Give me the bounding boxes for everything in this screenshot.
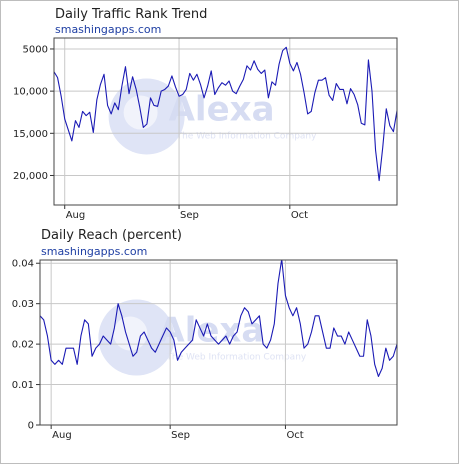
rank-y-tick-label: 10,000 — [13, 87, 48, 98]
rank-y-tick-label: 20,000 — [13, 171, 48, 182]
reach-x-tick-label: Aug — [52, 430, 72, 441]
reach-y-tick-label: 0.02 — [12, 340, 34, 351]
rank-chart-subtitle: smashingapps.com — [55, 23, 161, 36]
rank-y-tick-label: 5000 — [23, 44, 48, 55]
reach-y-tick-label: 0.01 — [12, 380, 34, 391]
rank-x-tick-label: Oct — [291, 210, 308, 221]
rank-watermark-name: Alexa — [169, 89, 275, 129]
rank-series-line — [54, 46, 397, 182]
reach-plot-border — [39, 259, 398, 426]
reach-watermark-tagline: The Web Information Company — [165, 353, 307, 363]
reach-chart-subtitle: smashingapps.com — [41, 245, 147, 258]
reach-x-tick-label: Oct — [286, 430, 303, 441]
reach-y-tick-label: 0 — [28, 421, 34, 432]
reach-x-tick-label: Sep — [171, 430, 190, 441]
reach-y-tick-label: 0.04 — [12, 259, 34, 270]
rank-watermark-tagline: The Web Information Company — [176, 131, 318, 141]
rank-x-tick-label: Aug — [66, 210, 86, 221]
rank-plot-border — [53, 37, 398, 206]
rank-chart-title: Daily Traffic Rank Trend — [55, 7, 207, 22]
rank-y-tick-label: 15,000 — [13, 129, 48, 140]
rank-alexa-watermark: Alexa The Web Information Company — [108, 78, 318, 155]
reach-series-line — [40, 260, 397, 378]
reach-y-tick-label: 0.03 — [12, 299, 34, 310]
reach-chart-title: Daily Reach (percent) — [41, 228, 182, 243]
rank-x-tick-label: Sep — [180, 210, 199, 221]
rank-chart-plot: Alexa The Web Information Company 5000 10,0… — [13, 37, 398, 221]
